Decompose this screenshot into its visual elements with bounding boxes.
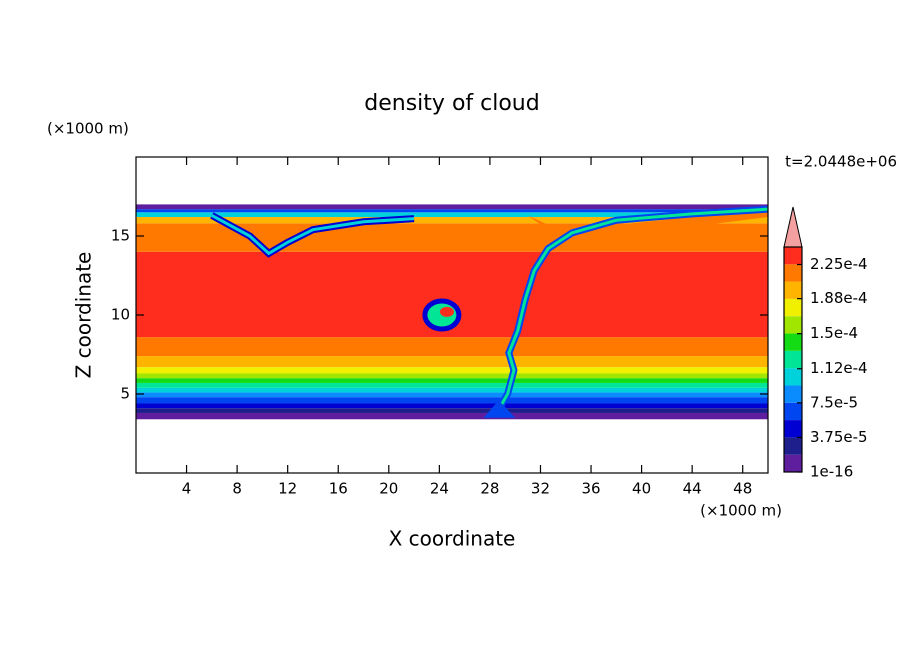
y-axis-label: Z coordinate [72, 252, 96, 379]
colorbar-band [784, 402, 802, 421]
x-tick-label: 12 [278, 480, 297, 498]
chart-title: density of cloud [364, 91, 539, 116]
x-tick-label: 44 [683, 480, 702, 498]
colorbar-tick-label: 1.5e-4 [810, 324, 858, 342]
field-band [136, 382, 768, 388]
x-tick-label: 48 [733, 480, 752, 498]
field-band [136, 378, 768, 383]
field-band [136, 373, 768, 379]
colorbar-tick-label: 1.12e-4 [810, 359, 868, 377]
field-feature [439, 306, 454, 317]
x-tick-label: 32 [531, 480, 550, 498]
colorbar-tick-label: 3.75e-5 [810, 428, 868, 446]
colorbar-band [784, 454, 802, 472]
x-tick-label: 40 [632, 480, 651, 498]
colorbar-frame [783, 246, 803, 473]
x-axis-label: X coordinate [389, 527, 516, 551]
colorbar-tick-label: 1.88e-4 [810, 289, 868, 307]
x-unit: (×1000 m) [700, 502, 782, 520]
field-band [136, 204, 768, 210]
field-feature [527, 212, 768, 243]
field-band [136, 217, 768, 224]
colorbar-tick-label: 1e-16 [810, 463, 853, 481]
x-tick-label: 20 [379, 480, 398, 498]
colorbar-band [784, 420, 802, 438]
y-tick-label: 5 [120, 385, 130, 403]
colorbar-band [784, 298, 802, 317]
y-tick-label: 15 [111, 227, 130, 245]
colorbar-band [784, 281, 802, 299]
colorbar-extend [783, 206, 803, 248]
colorbar-band [784, 368, 802, 386]
x-tick-label: 16 [329, 480, 348, 498]
field-band [136, 387, 768, 393]
field-band [136, 367, 768, 374]
field [136, 204, 769, 420]
field-band [136, 337, 768, 357]
x-tick-label: 24 [430, 480, 449, 498]
colorbar-band [784, 437, 802, 455]
colorbar-band [784, 264, 802, 282]
field-band [136, 412, 768, 420]
colorbar-tick-label: 2.25e-4 [810, 255, 868, 273]
field-band [136, 392, 768, 398]
colorbar-band [784, 385, 802, 403]
x-tick-label: 4 [182, 480, 192, 498]
colorbar-band [784, 350, 802, 369]
field-band [136, 403, 768, 409]
time-label: t=2.0448e+06 [785, 153, 897, 171]
colorbar-band [784, 316, 802, 334]
field-feature [496, 207, 769, 413]
colorbar-band [784, 247, 802, 265]
field-band [136, 209, 768, 213]
x-tick-label: 28 [480, 480, 499, 498]
x-tick-label: 36 [581, 480, 600, 498]
field-band [136, 212, 768, 218]
colorbar-band [784, 333, 802, 351]
field-feature [483, 400, 516, 418]
field-feature [211, 214, 415, 256]
colorbar-tick-label: 7.5e-5 [810, 393, 858, 411]
x-tick-label: 8 [232, 480, 242, 498]
y-unit: (×1000 m) [47, 120, 129, 138]
y-tick-label: 10 [111, 306, 130, 324]
field-band [136, 397, 768, 404]
field-band [136, 356, 768, 368]
axes: 4 8 12 16 20 24 28 32 36 40 44 48510151e-163.75e-57… [111, 156, 868, 498]
field-band [136, 408, 768, 413]
